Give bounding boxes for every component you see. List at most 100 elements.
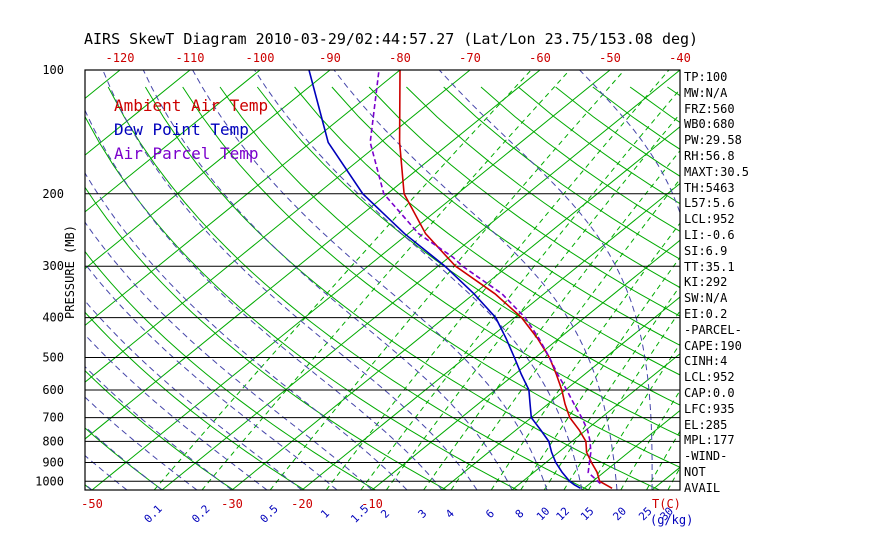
moist-adiabat-line — [102, 70, 478, 490]
pressure-tick-label: 900 — [42, 455, 64, 469]
mixing-ratio-line — [325, 70, 670, 490]
moist-adiabat-line — [85, 172, 408, 490]
isotherm-line — [581, 409, 680, 490]
mixing-ratio-tick-label: 2 — [378, 507, 392, 521]
dry-adiabat-line — [85, 186, 447, 490]
top-temp-tick-label: -40 — [669, 51, 691, 65]
isotherm-line — [441, 296, 680, 490]
top-temp-tick-label: -110 — [176, 51, 205, 65]
pressure-tick-label: 500 — [42, 350, 64, 364]
mixing-ratio-tick-label: 10 — [534, 505, 553, 524]
mixing-ratio-line — [520, 256, 680, 490]
plot-frame — [84, 69, 681, 491]
isotherm-line — [371, 239, 680, 490]
stat-line: SI:6.9 — [684, 243, 728, 258]
mixing-ratio-tick-label: 4 — [443, 507, 457, 521]
isotherm-line — [91, 70, 611, 490]
isotherm-line — [511, 353, 680, 490]
legend-ambient-air-temp: Ambient Air Temp — [114, 96, 269, 115]
mixing-ratio-line — [360, 88, 680, 490]
dry-adiabat-line — [85, 311, 305, 490]
moist-adiabat-line — [85, 334, 268, 490]
moist-adiabat-line — [85, 300, 303, 490]
dry-adiabat-line — [85, 250, 376, 490]
stat-line: NOT — [684, 464, 706, 479]
legend-air-parcel-temp: Air Parcel Temp — [114, 144, 259, 163]
mixing-ratio-line — [153, 70, 532, 490]
mixing-ratio-line — [490, 222, 680, 490]
stat-line: -WIND- — [684, 449, 728, 464]
top-temp-tick-label: -60 — [529, 51, 551, 65]
top-temp-tick-label: -70 — [459, 51, 481, 65]
mixing-ratio-tick-label: 12 — [554, 505, 573, 524]
dry-adiabat-line — [85, 115, 518, 490]
dry-adiabat-line — [85, 427, 163, 490]
dry-adiabat-line — [368, 86, 680, 317]
mixing-ratio-tick-label: 20 — [610, 505, 629, 524]
stat-line: WB0:680 — [684, 117, 735, 132]
isotherm-line — [301, 182, 680, 490]
stat-line: MPL:177 — [684, 433, 735, 448]
dry-adiabat-line — [406, 86, 680, 289]
stat-line: L57:5.6 — [684, 196, 735, 211]
stat-line: SW:N/A — [684, 291, 728, 306]
bottom-temp-tick-label: -20 — [291, 497, 313, 511]
moist-adiabat-line — [192, 70, 548, 490]
temp-unit-label: T(C) — [652, 497, 681, 511]
dew-point-temp-curve — [308, 70, 581, 489]
mixing-ratio-tick-label: 1 — [318, 507, 332, 521]
mixing-ratio-tick-label: 15 — [578, 505, 597, 524]
stat-line: CINH:4 — [684, 354, 728, 369]
mixing-ratio-tick-label: 8 — [513, 507, 527, 521]
stat-line: EI:0.2 — [684, 306, 728, 321]
stat-line: TT:35.1 — [684, 259, 735, 274]
mixing-ratio-line — [201, 70, 571, 490]
pressure-tick-label: 100 — [42, 63, 64, 77]
mixing-ratio-line — [385, 113, 680, 490]
stats-panel: TP:100 MW:N/A FRZ:560 WB0:680 PW:29.58 RH:56.… — [684, 70, 866, 497]
dry-adiabat-line — [182, 86, 680, 468]
pressure-tick-label: 800 — [42, 434, 64, 448]
pressure-tick-label: 600 — [42, 383, 64, 397]
sounding-curves — [308, 70, 613, 489]
plot-background — [0, 70, 680, 490]
mixing-ratio-line — [269, 70, 625, 490]
moist-adiabat-line — [85, 483, 93, 490]
stat-line: LCL:952 — [684, 212, 735, 227]
top-temp-tick-label: -120 — [106, 51, 135, 65]
mixing-ratio-tick-label: 6 — [483, 507, 497, 521]
stat-line: TP:100 — [684, 70, 728, 84]
moist-adiabat-line — [333, 70, 618, 490]
isotherm-line — [85, 70, 401, 327]
moist-adiabat-line — [85, 109, 443, 490]
top-temp-tick-label: -90 — [319, 51, 341, 65]
moist-adiabat-line — [85, 263, 338, 490]
pressure-tick-label: 700 — [42, 411, 64, 425]
mixing-ratio-unit-label: (g/kg) — [650, 513, 693, 527]
bottom-temp-tick-label: -10 — [361, 497, 383, 511]
mixing-ratio-line — [563, 310, 680, 490]
isotherm-line — [85, 70, 471, 383]
top-temp-tick-label: -80 — [389, 51, 411, 65]
bottom-temp-tick-label: -30 — [221, 497, 243, 511]
stat-line: CAPE:190 — [684, 338, 742, 353]
pressure-tick-label: 300 — [42, 259, 64, 273]
moist-adiabat-line — [142, 70, 513, 490]
isotherm-line — [231, 126, 680, 490]
pressure-tick-label: 1000 — [35, 474, 64, 488]
mixing-ratio-line — [450, 178, 680, 490]
dry-adiabat-line — [85, 484, 92, 490]
isotherm-line — [85, 70, 541, 440]
stat-line: PW:29.58 — [684, 133, 742, 148]
stat-line: FRZ:560 — [684, 101, 735, 116]
stat-line: MAXT:30.5 — [684, 164, 750, 179]
dry-adiabat-line — [331, 86, 680, 346]
dry-adiabat-line — [219, 86, 680, 437]
dry-adiabat-line — [443, 86, 680, 260]
dry-adiabat-line — [294, 86, 680, 376]
stat-line: CAP:0.0 — [684, 385, 735, 400]
stat-line: RH:56.8 — [684, 148, 735, 163]
moist-adiabat-line — [0, 70, 22, 490]
stat-line: LFC:935 — [684, 401, 735, 416]
